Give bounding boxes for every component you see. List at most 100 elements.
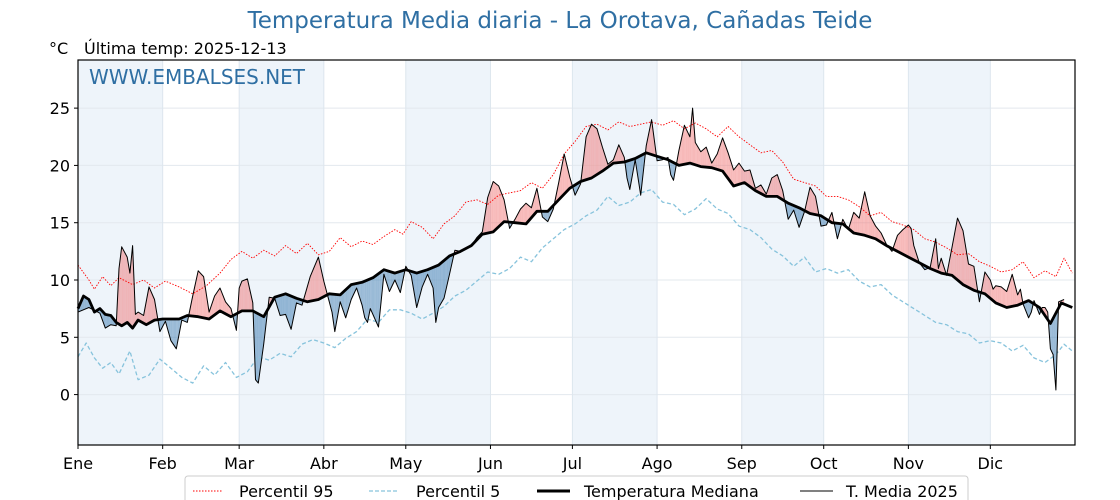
deviation-fill (874, 223, 876, 239)
deviation-fill (526, 203, 528, 224)
deviation-fill (1024, 301, 1026, 311)
deviation-fill (706, 147, 708, 168)
deviation-fill (628, 160, 630, 190)
deviation-fill (718, 145, 720, 171)
deviation-fill (288, 294, 290, 326)
deviation-fill (215, 292, 218, 314)
deviation-fill (855, 213, 857, 234)
deviation-fill (493, 181, 495, 232)
deviation-fill (590, 124, 592, 179)
month-band (572, 60, 658, 445)
deviation-fill (173, 319, 175, 347)
month-band (239, 60, 324, 445)
deviation-fill (121, 246, 124, 326)
deviation-fill (194, 283, 196, 317)
deviation-fill (562, 154, 565, 196)
deviation-fill (397, 271, 399, 290)
deviation-fill (972, 265, 974, 291)
deviation-fill (728, 152, 730, 181)
series-p95-line (77, 120, 1073, 295)
deviation-fill (1017, 292, 1019, 306)
deviation-fill (527, 204, 529, 223)
deviation-fill (375, 274, 378, 324)
deviation-fill (531, 202, 533, 218)
deviation-fill (994, 285, 996, 303)
deviation-fill (759, 184, 761, 194)
plot-frame (77, 59, 1076, 446)
series-p5-line (77, 188, 1073, 384)
deviation-fill (734, 166, 737, 186)
deviation-fill (684, 125, 686, 165)
x-tick-label: Jun (477, 454, 503, 473)
month-band (908, 60, 991, 445)
deviation-fill (519, 209, 521, 224)
deviation-fill (864, 191, 866, 236)
deviation-fill (334, 294, 337, 332)
deviation-fill (247, 278, 249, 311)
deviation-fill (748, 170, 750, 187)
x-tick-label: Nov (893, 454, 924, 473)
deviation-fill (939, 258, 942, 274)
deviation-fill (241, 280, 244, 311)
deviation-fill (1028, 300, 1030, 318)
deviation-fill (719, 141, 722, 171)
legend-box (184, 475, 969, 500)
deviation-fill (561, 161, 563, 197)
deviation-fill (332, 294, 334, 322)
deviation-fill (591, 124, 593, 178)
deviation-fill (1009, 278, 1011, 307)
deviation-fill (871, 218, 873, 238)
chart-title: Temperatura Media diaria - La Orotava, C… (247, 8, 873, 34)
deviation-fill (942, 262, 944, 274)
deviation-fill (546, 211, 548, 222)
deviation-fill (905, 226, 907, 257)
deviation-fill (1001, 286, 1003, 306)
deviation-fill (801, 209, 804, 220)
deviation-fill (105, 314, 107, 329)
deviation-fill (108, 314, 110, 327)
deviation-fill (355, 283, 357, 291)
deviation-fill (213, 296, 215, 316)
deviation-fill (239, 284, 241, 313)
deviation-fill (956, 218, 958, 280)
deviation-fill (256, 313, 259, 384)
deviation-fill (915, 249, 917, 262)
deviation-fill (1027, 300, 1029, 318)
deviation-fill (368, 278, 371, 316)
deviation-fill (124, 251, 126, 325)
deviation-fill (441, 261, 443, 303)
deviation-fill (963, 230, 965, 286)
deviation-fill (162, 319, 164, 327)
deviation-fill (732, 165, 734, 186)
deviation-fill (360, 282, 363, 306)
deviation-fill (224, 298, 226, 314)
deviation-fill (704, 147, 707, 168)
deviation-fill (594, 126, 596, 177)
deviation-fill (821, 215, 823, 227)
deviation-fill (489, 189, 491, 233)
deviation-fill (435, 265, 438, 323)
deviation-fill (958, 221, 961, 283)
deviation-fill (777, 174, 779, 198)
deviation-fill (954, 225, 957, 279)
deviation-fill (703, 148, 705, 167)
deviation-fill (814, 194, 816, 215)
deviation-fill (287, 294, 289, 322)
deviation-fill (912, 237, 914, 260)
deviation-fill (961, 227, 963, 285)
deviation-fill (670, 161, 673, 178)
deviation-fill (598, 133, 600, 174)
deviation-fill (285, 293, 287, 319)
deviation-fill (442, 260, 444, 301)
deviation-fill (374, 275, 376, 321)
deviation-fill (139, 312, 141, 322)
deviation-fill (84, 296, 87, 310)
legend-p5-label: Percentil 5 (416, 482, 500, 500)
deviation-fill (971, 265, 973, 290)
deviation-fill (1004, 289, 1006, 307)
deviation-fill (214, 294, 216, 315)
deviation-fill (683, 125, 685, 165)
deviation-fill (494, 182, 496, 231)
deviation-fill (311, 270, 313, 301)
deviation-fill (740, 165, 742, 184)
